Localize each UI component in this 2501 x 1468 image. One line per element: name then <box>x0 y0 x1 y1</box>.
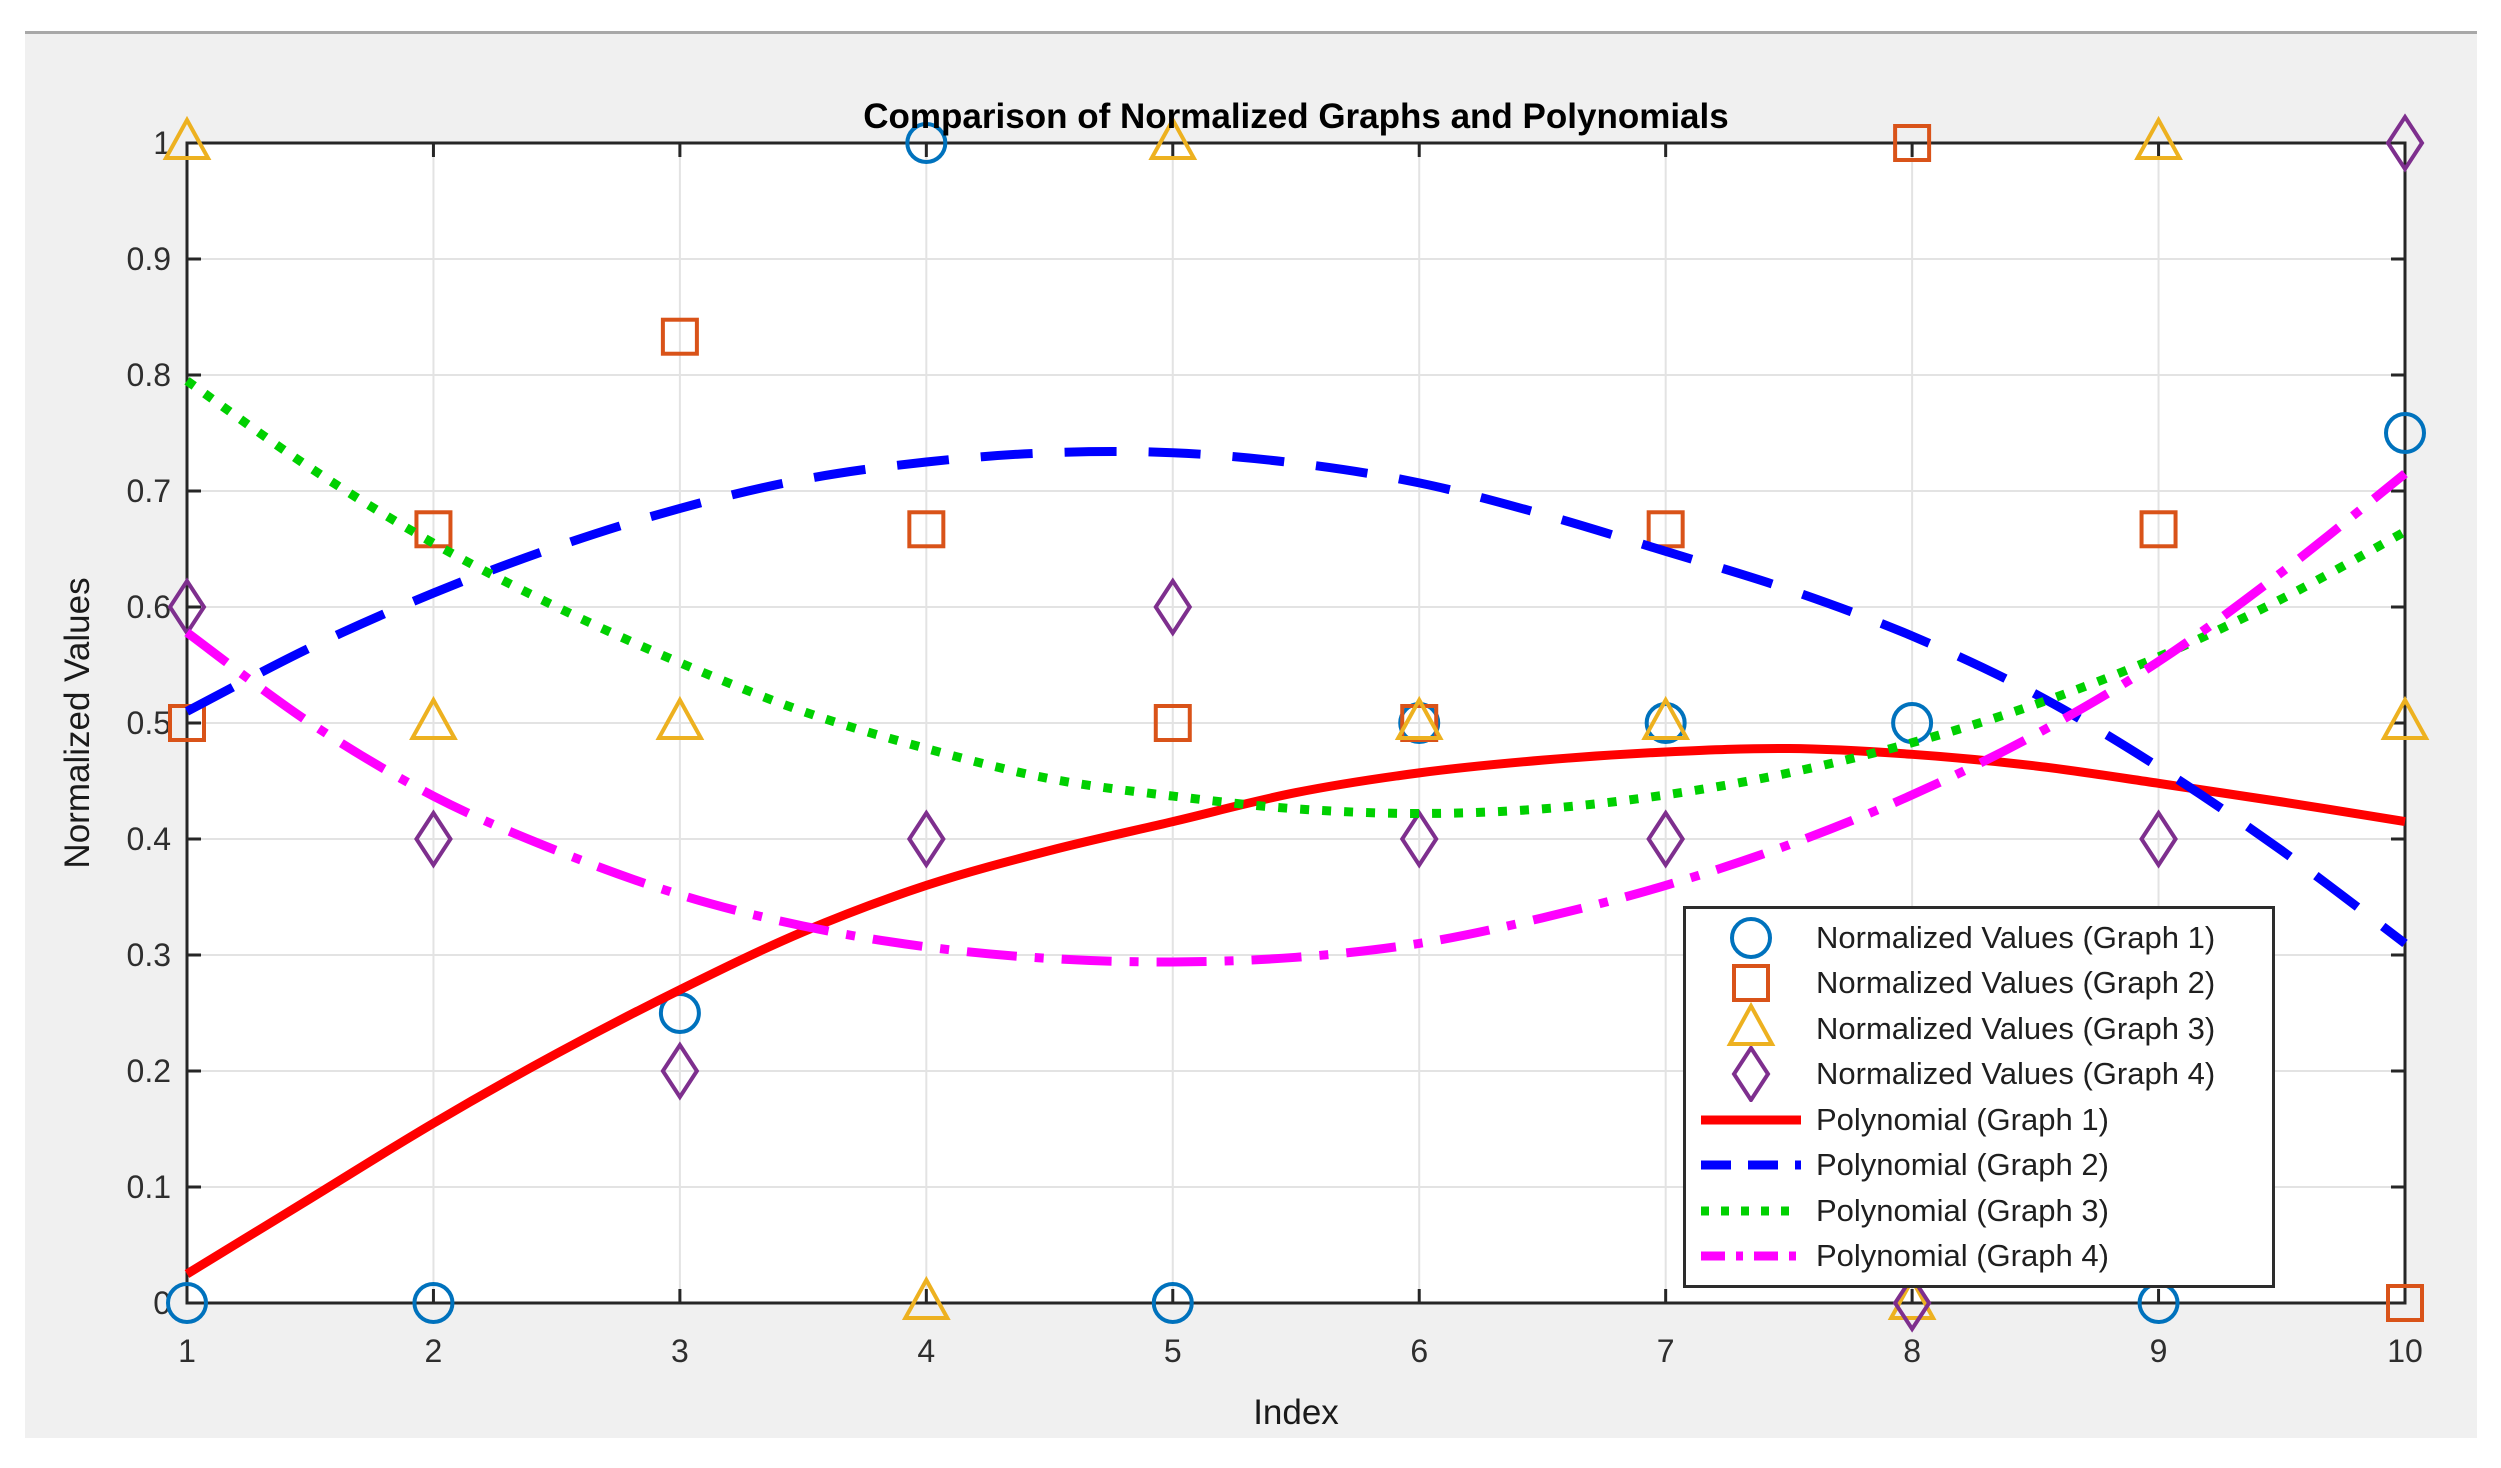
triangle-marker-icon <box>1686 1001 1816 1057</box>
diamond-marker <box>1399 809 1439 869</box>
x-tick-label: 7 <box>1657 1333 1675 1369</box>
diamond-marker <box>2385 113 2425 173</box>
legend-item-label: Polynomial (Graph 3) <box>1816 1192 2109 1228</box>
triangle-marker <box>901 1275 951 1320</box>
legend-item-label: Normalized Values (Graph 2) <box>1816 965 2216 1001</box>
legend-item[interactable]: Polynomial (Graph 1) <box>1686 1098 2272 1142</box>
square-marker <box>2139 510 2178 549</box>
gridlines <box>186 142 2406 1304</box>
triangle-marker <box>2380 695 2430 740</box>
diamond-marker <box>414 809 453 869</box>
x-tick-label: 2 <box>425 1333 443 1369</box>
triangle-marker <box>1148 115 1198 160</box>
x-tick-label: 10 <box>2387 1333 2423 1369</box>
y-tick-label: 0.6 <box>127 589 171 625</box>
y-axis-label: Normalized Values <box>58 577 97 869</box>
diamond-marker <box>1153 577 1193 637</box>
diamond-marker <box>2139 809 2178 869</box>
x-axis-label: Index <box>1253 1393 1339 1432</box>
y-tick-label: 0.1 <box>127 1169 171 1205</box>
legend-item[interactable]: Normalized Values (Graph 4) <box>1686 1046 2272 1103</box>
legend-item-label: Polynomial (Graph 2) <box>1816 1147 2109 1183</box>
line-solid-icon <box>1686 1110 1816 1130</box>
y-tick-label: 0 <box>153 1285 171 1321</box>
y-tick-label: 0.2 <box>127 1053 171 1089</box>
polynomial-curve <box>184 377 2408 818</box>
legend-item-label: Normalized Values (Graph 4) <box>1816 1056 2216 1092</box>
chart-title: Comparison of Normalized Graphs and Poly… <box>863 97 1729 136</box>
diamond-marker <box>660 1041 700 1101</box>
diamond-marker <box>906 809 946 869</box>
circle-marker <box>1151 1282 1194 1324</box>
scatter-series <box>167 113 2425 1333</box>
figure-top-border <box>25 31 2477 34</box>
legend[interactable]: Normalized Values (Graph 1) Normalized Va… <box>1683 906 2275 1288</box>
x-tick-label: 5 <box>1164 1333 1182 1369</box>
legend-item[interactable]: Normalized Values (Graph 2) <box>1686 961 2272 1005</box>
line-dotted-icon <box>1686 1201 1816 1221</box>
x-tick-label: 4 <box>917 1333 935 1369</box>
polynomial-curve <box>184 470 2408 967</box>
scatter-series <box>168 124 2424 1322</box>
scatter-series <box>162 115 2430 1320</box>
triangle-marker <box>655 695 705 740</box>
circle-marker <box>2384 412 2426 454</box>
line-dashed-icon <box>1686 1155 1816 1175</box>
legend-item-label: Polynomial (Graph 4) <box>1816 1238 2109 1274</box>
y-tick-label: 0.4 <box>127 821 171 857</box>
tick-marks <box>185 141 2407 1305</box>
square-marker <box>1646 510 1685 549</box>
square-marker <box>1153 704 1192 742</box>
square-marker <box>2386 1284 2424 1322</box>
legend-item[interactable]: Polynomial (Graph 4) <box>1686 1234 2272 1278</box>
legend-item[interactable]: Normalized Values (Graph 1) <box>1686 916 2272 960</box>
square-marker-icon <box>1686 955 1816 1011</box>
tick-labels: 1 2 3 4 5 6 7 8 9 10 0 0.1 0.2 0.3 0.4 0.5 0.6 0.7 0.8 0.9 1 <box>127 125 2423 1369</box>
x-tick-label: 3 <box>671 1333 689 1369</box>
y-tick-label: 0.7 <box>127 473 171 509</box>
y-tick-label: 0.8 <box>127 357 171 393</box>
diamond-marker-icon <box>1686 1046 1816 1103</box>
y-tick-label: 0.5 <box>127 705 171 741</box>
triangle-marker <box>1394 695 1444 740</box>
x-tick-label: 9 <box>2150 1333 2168 1369</box>
circle-marker <box>166 1282 208 1324</box>
y-tick-label: 1 <box>153 125 171 161</box>
legend-item-label: Normalized Values (Graph 1) <box>1816 919 2216 955</box>
circle-marker <box>905 122 948 164</box>
square-marker <box>907 510 946 549</box>
legend-item-label: Normalized Values (Graph 3) <box>1816 1010 2216 1046</box>
square-marker <box>1893 124 1932 162</box>
legend-item[interactable]: Polynomial (Graph 3) <box>1686 1189 2272 1233</box>
x-tick-label: 1 <box>178 1333 196 1369</box>
square-marker <box>414 510 453 549</box>
triangle-marker <box>2134 115 2183 160</box>
line-dashdot-icon <box>1686 1246 1816 1266</box>
legend-item-label: Polynomial (Graph 1) <box>1816 1101 2109 1137</box>
triangle-marker <box>162 115 212 160</box>
x-tick-label: 8 <box>1903 1333 1921 1369</box>
triangle-marker <box>1887 1275 1937 1320</box>
polynomial-curve <box>184 743 2406 1278</box>
diamond-marker <box>1646 809 1686 869</box>
triangle-marker <box>1641 695 1691 740</box>
triangle-marker <box>409 695 458 740</box>
square-marker <box>660 317 699 356</box>
legend-item[interactable]: Polynomial (Graph 2) <box>1686 1143 2272 1187</box>
diamond-marker <box>1892 1273 1932 1333</box>
x-tick-label: 6 <box>1410 1333 1428 1369</box>
circle-marker-icon <box>1686 910 1816 966</box>
y-tick-label: 0.9 <box>127 241 171 277</box>
square-marker <box>168 704 206 742</box>
circle-marker <box>412 1282 455 1324</box>
legend-item[interactable]: Normalized Values (Graph 3) <box>1686 1001 2272 1051</box>
y-tick-label: 0.3 <box>127 937 171 973</box>
